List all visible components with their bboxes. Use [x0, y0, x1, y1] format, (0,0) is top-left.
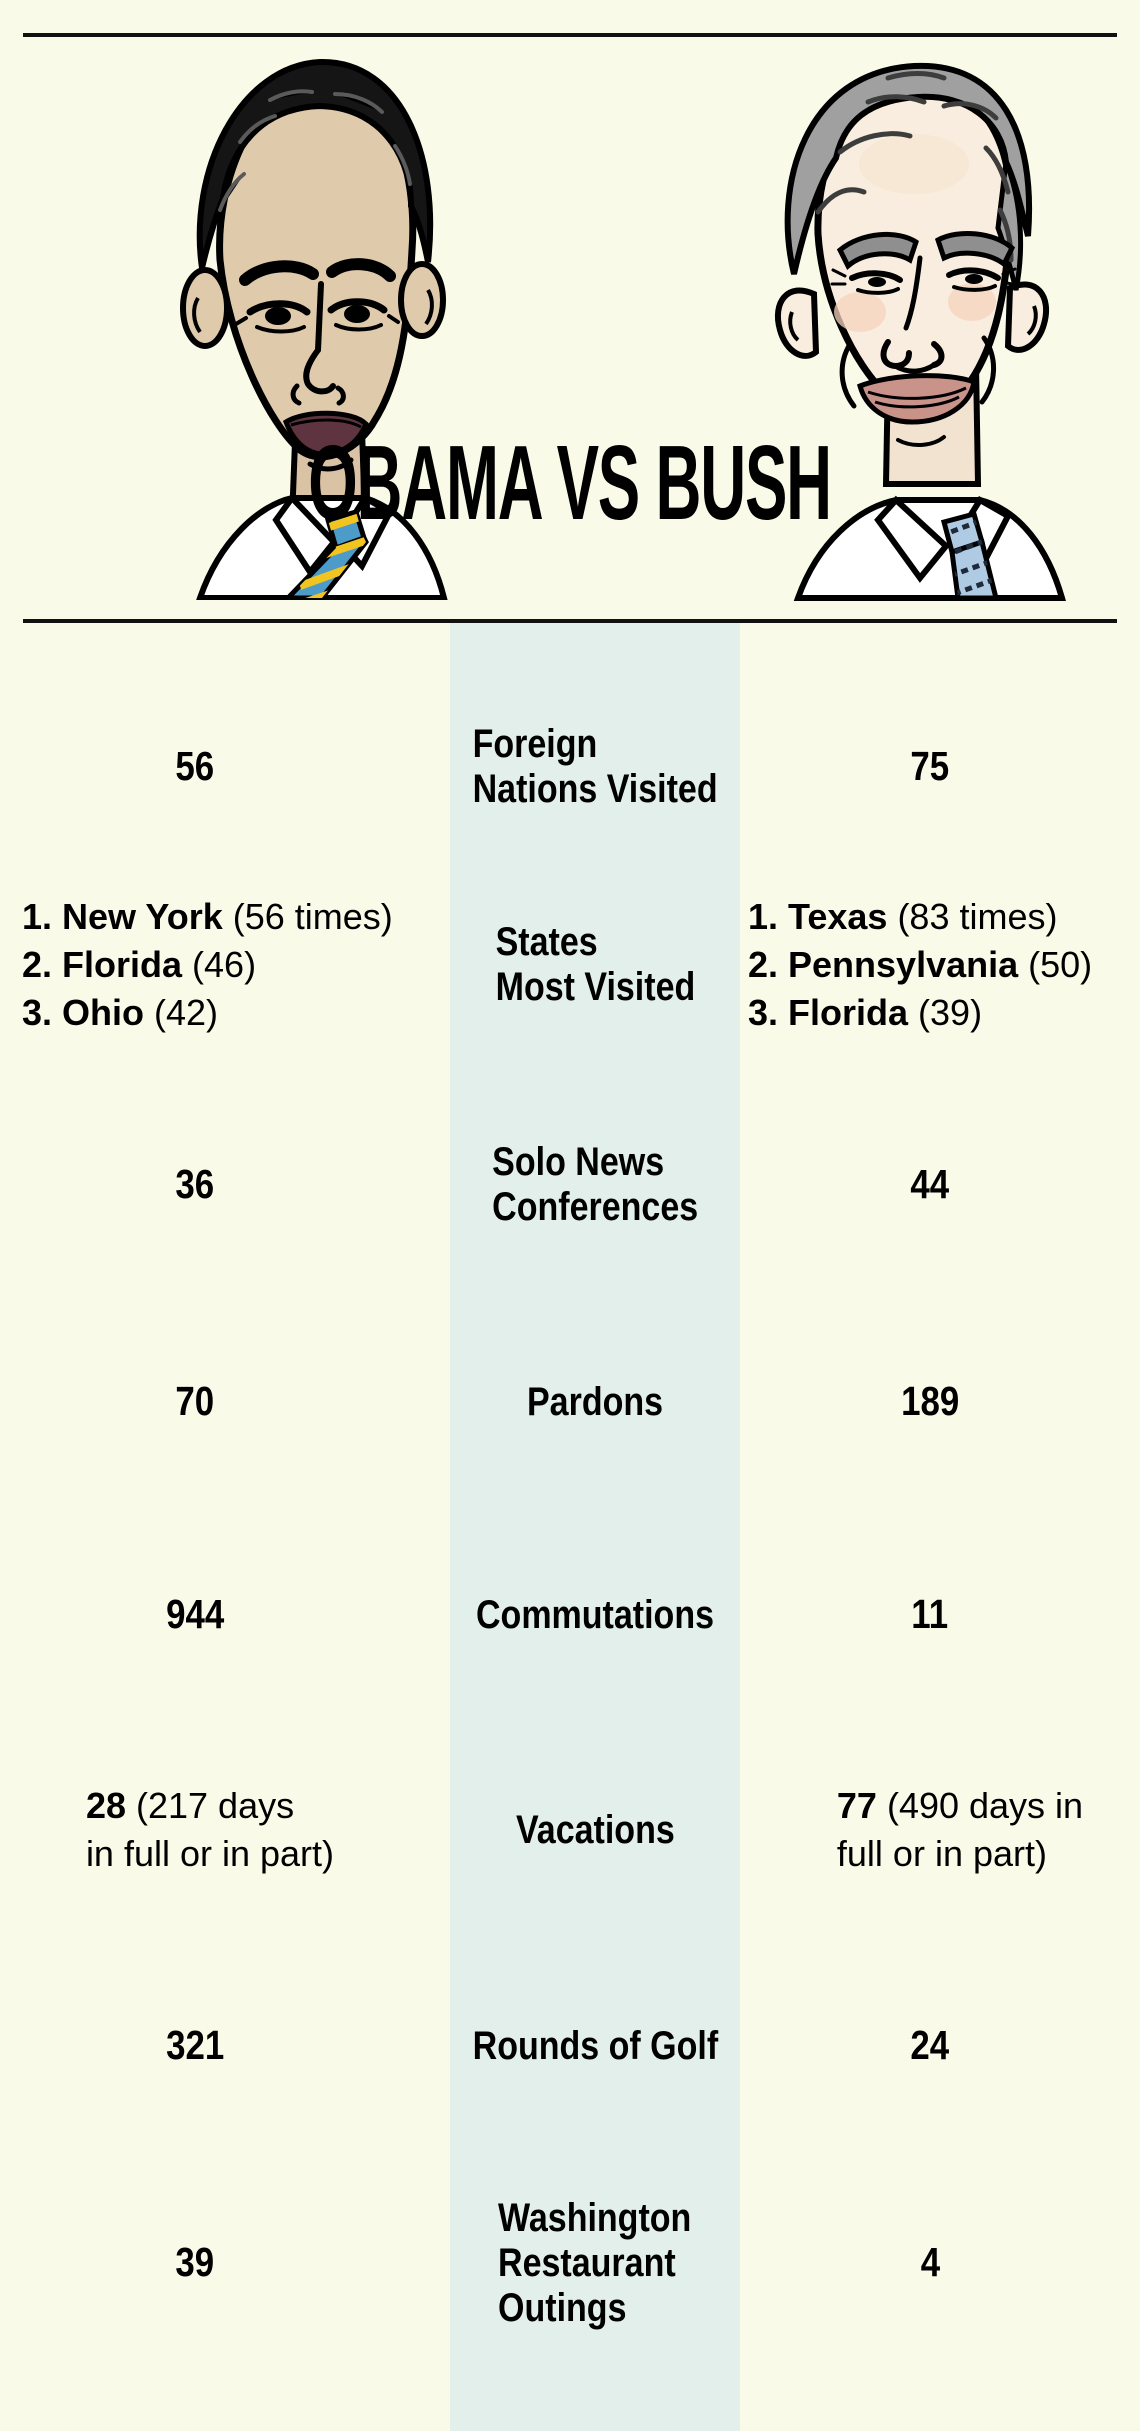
bush-ears [774, 281, 1050, 359]
comparison-row-rounds-of-golf: 321 Rounds of Golf 24 [0, 1946, 1140, 2146]
category-label: Rounds of Golf [472, 2023, 718, 2068]
bush-mouth [856, 373, 977, 425]
bush-smile-creases [839, 335, 997, 409]
category-cell: Commutations [450, 1515, 740, 1715]
obama-value: 56 [175, 743, 215, 790]
bush-value: 44 [910, 1161, 950, 1208]
category-cell: Vacations [450, 1730, 740, 1930]
category-label: States Most Visited [495, 920, 695, 1009]
category-cell: Rounds of Golf [450, 1946, 740, 2146]
category-cell: Foreign Nations Visited [450, 667, 740, 867]
bush-value-cell: 11 [740, 1515, 1140, 1715]
divider-rule [23, 619, 1117, 623]
category-label: Pardons [526, 1379, 664, 1424]
category-label: Foreign Nations Visited [472, 722, 718, 811]
bush-value-cell: 4 [740, 2163, 1140, 2363]
bush-value: 4 [920, 2239, 940, 2286]
bush-value-cell: 75 [740, 667, 1140, 867]
comparison-row-solo-news-conferences: 36 Solo News Conferences 44 [0, 1085, 1140, 1285]
obama-value: 39 [175, 2239, 215, 2286]
obama-value-cell: 39 [0, 2163, 450, 2363]
obama-value-cell: 56 [0, 667, 450, 867]
ranked-state-item: 3. Ohio (42) [22, 992, 219, 1033]
bush-value-cell: 24 [740, 1946, 1140, 2146]
bush-value: 75 [910, 743, 950, 790]
category-label: Commutations [476, 1592, 714, 1637]
bush-nose [880, 255, 945, 374]
obama-value: 70 [175, 1378, 215, 1425]
obama-value-cell: 1. New York (56 times) 2. Florida (46) 3… [0, 865, 450, 1065]
obama-mouth [282, 410, 369, 457]
bush-value: 24 [910, 2022, 950, 2069]
obama-value-cell: 321 [0, 1946, 450, 2146]
bush-caricature [774, 62, 1066, 601]
obama-value: 36 [175, 1161, 215, 1208]
obama-value: 321 [165, 2022, 225, 2069]
bush-value-cell: 189 [740, 1302, 1140, 1502]
bush-eyes [830, 267, 1018, 295]
bush-value: 11 [911, 1591, 949, 1638]
page-title-text: OBAMA VS BUSH [308, 424, 833, 542]
category-label: Vacations [515, 1807, 675, 1852]
obama-chin-crease [307, 457, 354, 472]
ranked-state-item: 1. New York (56 times) [22, 896, 393, 937]
comparison-row-vacations: 28 (217 days in full or in part) Vacatio… [0, 1730, 1140, 1930]
obama-value-cell: 944 [0, 1515, 450, 1715]
bush-cheeks [834, 134, 996, 332]
category-label: Solo News Conferences [492, 1140, 698, 1229]
obama-state-list: 1. New York (56 times) 2. Florida (46) 3… [22, 893, 393, 1037]
obama-eyebrows [239, 258, 396, 286]
obama-vacation-detail: 28 (217 days in full or in part) [85, 1785, 335, 1874]
comparison-row-pardons: 70 Pardons 189 [0, 1302, 1140, 1502]
ranked-state-item: 1. Texas (83 times) [748, 896, 1058, 937]
bush-value-cell: 44 [740, 1085, 1140, 1285]
obama-value-cell: 70 [0, 1302, 450, 1502]
bush-value: 189 [900, 1378, 960, 1425]
bush-vacation-detail: 77 (490 days in full or in part) [836, 1785, 1084, 1874]
ranked-state-item: 3. Florida (39) [748, 992, 983, 1033]
category-cell: States Most Visited [450, 865, 740, 1065]
top-rule [23, 33, 1117, 37]
page-title: OBAMA VS BUSH [0, 430, 1140, 536]
bush-chin-crease [896, 435, 946, 447]
bush-value-cell: 1. Texas (83 times) 2. Pennsylvania (50)… [740, 865, 1140, 1065]
obama-value-cell: 36 [0, 1085, 450, 1285]
bush-state-list: 1. Texas (83 times) 2. Pennsylvania (50)… [748, 893, 1092, 1037]
obama-caricature [180, 58, 448, 600]
category-cell: Pardons [450, 1302, 740, 1502]
comparison-row-washington-restaurant-outings: 39 Washington Restaurant Outings 4 [0, 2163, 1140, 2363]
comparison-row-commutations: 944 Commutations 11 [0, 1515, 1140, 1715]
category-band [450, 623, 740, 2431]
obama-eyes [234, 298, 400, 334]
category-label: Washington Restaurant Outings [498, 2195, 692, 2330]
category-cell: Washington Restaurant Outings [450, 2163, 740, 2363]
obama-ears [180, 261, 446, 349]
comparison-row-foreign-nations: 56 Foreign Nations Visited 75 [0, 667, 1140, 867]
comparison-row-states-most-visited: 1. New York (56 times) 2. Florida (46) 3… [0, 865, 1140, 1065]
category-cell: Solo News Conferences [450, 1085, 740, 1285]
bush-value-cell: 77 (490 days in full or in part) [740, 1730, 1140, 1930]
obama-value-cell: 28 (217 days in full or in part) [0, 1730, 450, 1930]
obama-value: 944 [165, 1591, 225, 1638]
obama-hair [196, 58, 434, 269]
obama-nose [290, 281, 346, 406]
bush-eyebrows [836, 230, 1016, 271]
ranked-state-item: 2. Florida (46) [22, 944, 257, 985]
ranked-state-item: 2. Pennsylvania (50) [748, 944, 1093, 985]
